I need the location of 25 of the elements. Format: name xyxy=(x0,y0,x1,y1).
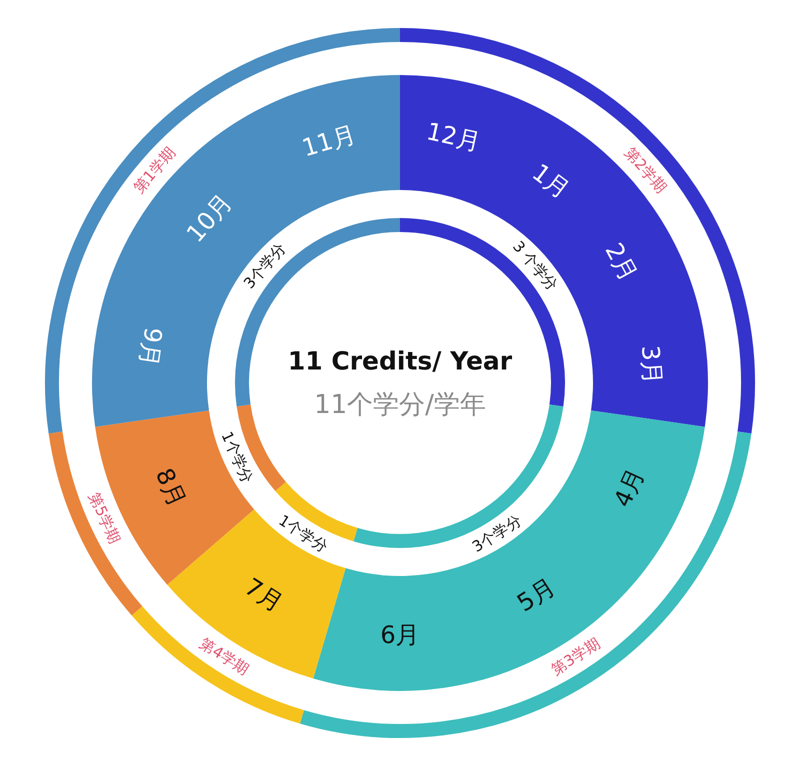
slice-label: 第4学期 xyxy=(196,634,252,679)
data-label: 3个学分 xyxy=(468,511,525,556)
text: 2月 xyxy=(599,238,643,286)
text: 10月 xyxy=(181,188,238,248)
text: 8月 xyxy=(150,464,192,512)
data-label: 3个学分 xyxy=(240,239,290,292)
slice-label: 第5学期 xyxy=(84,489,124,547)
text: 3月 xyxy=(636,344,667,386)
text: 9月 xyxy=(134,326,168,369)
text: 4月 xyxy=(608,464,650,512)
data-label: 1个学分 xyxy=(218,428,257,486)
text: 7月 xyxy=(240,572,288,618)
text: 11月 xyxy=(298,120,360,162)
text: 5月 xyxy=(512,572,560,618)
text: 6月 xyxy=(380,621,420,649)
text: 11 Credits/ Year xyxy=(288,346,513,376)
data-label: 1个学分 xyxy=(275,511,332,556)
slice-label: 第1学期 xyxy=(130,144,180,197)
donut-slice xyxy=(167,509,346,679)
slice-label: 第3学期 xyxy=(548,634,604,679)
text: 12月 xyxy=(424,117,484,156)
data-label: 3 个学分 xyxy=(509,237,562,294)
text: 1月 xyxy=(526,158,576,204)
text: 11个学分/学年 xyxy=(314,390,486,420)
slice-label: 第2学期 xyxy=(620,144,670,197)
